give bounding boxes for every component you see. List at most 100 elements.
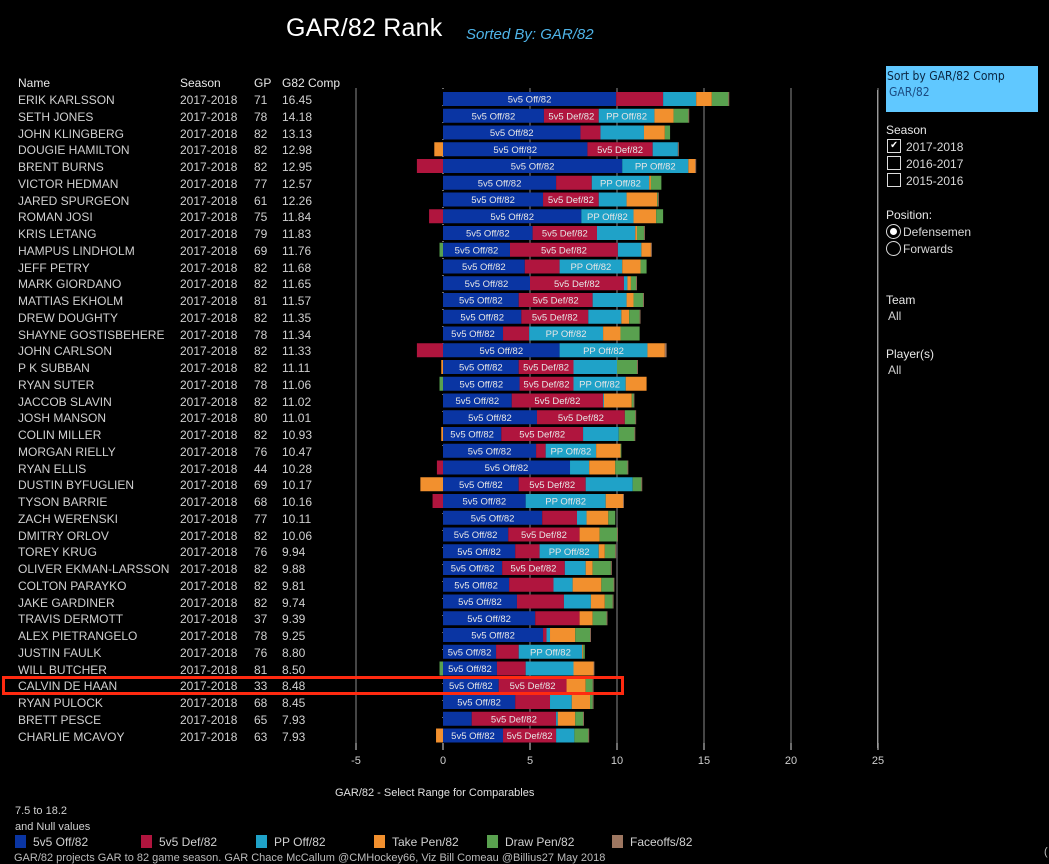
bar-segment[interactable] (588, 728, 590, 743)
bar-segment[interactable] (615, 544, 617, 559)
sort-parameter-control[interactable]: Sort by GAR/82 Comp GAR/82 (886, 66, 1038, 112)
bar-segment[interactable] (634, 427, 636, 441)
legend-item[interactable]: 5v5 Def/82 (141, 835, 217, 849)
bar-segment[interactable] (511, 393, 604, 408)
bar-segment[interactable] (502, 561, 565, 575)
bar-segment[interactable] (443, 175, 557, 190)
bar-segment[interactable] (580, 125, 601, 140)
bar-segment[interactable] (649, 175, 651, 190)
bar-segment[interactable] (439, 376, 443, 391)
bar-segment[interactable] (603, 393, 604, 408)
legend-item[interactable]: 5v5 Off/82 (15, 835, 88, 849)
bar-segment[interactable] (443, 92, 617, 106)
bar-segment[interactable] (622, 159, 689, 173)
bar-segment[interactable] (443, 293, 519, 307)
table-row[interactable]: KRIS LETANG 2017-2018 79 11.83 (0, 226, 345, 243)
bar-segment[interactable] (559, 259, 623, 274)
bar-segment[interactable] (443, 494, 526, 508)
bar-segment[interactable] (608, 510, 616, 525)
bar-segment[interactable] (443, 209, 582, 224)
bar-segment[interactable] (443, 192, 544, 207)
bar-segment[interactable] (573, 360, 618, 374)
table-row[interactable]: SETH JONES 2017-2018 78 14.18 (0, 109, 345, 126)
bar-segment[interactable] (657, 192, 659, 207)
bar-segment[interactable] (624, 410, 636, 425)
bar-segment[interactable] (612, 594, 614, 609)
bar-segment[interactable] (519, 376, 574, 391)
bar-segment[interactable] (496, 661, 526, 676)
table-row[interactable]: COLTON PARAYKO 2017-2018 82 9.81 (0, 578, 345, 595)
bar-segment[interactable] (432, 494, 443, 508)
table-row[interactable]: DOUGIE HAMILTON 2017-2018 82 12.98 (0, 142, 345, 159)
bar-segment[interactable] (443, 594, 517, 609)
bar-segment[interactable] (559, 343, 648, 358)
table-row[interactable]: DREW DOUGHTY 2017-2018 82 11.35 (0, 310, 345, 327)
table-row[interactable]: ERIK KARLSSON 2017-2018 71 16.45 (0, 92, 345, 109)
bar-segment[interactable] (556, 711, 558, 726)
players-filter-value[interactable]: All (888, 363, 902, 377)
bar-segment[interactable] (501, 427, 584, 441)
legend-item[interactable]: PP Off/82 (256, 835, 326, 849)
table-row[interactable]: JACCOB SLAVIN 2017-2018 82 11.02 (0, 394, 345, 411)
bar-segment[interactable] (515, 695, 551, 709)
bar-segment[interactable] (583, 427, 619, 441)
bar-segment[interactable] (673, 108, 689, 123)
bar-segment[interactable] (439, 661, 443, 676)
table-row[interactable]: JOSH MANSON 2017-2018 80 11.01 (0, 410, 345, 427)
bar-segment[interactable] (543, 192, 599, 207)
bar-segment[interactable] (643, 125, 665, 140)
team-filter-value[interactable]: All (888, 309, 902, 323)
table-row[interactable]: BRETT PESCE 2017-2018 65 7.93 (0, 712, 345, 729)
table-row[interactable]: BRENT BURNS 2017-2018 82 12.95 (0, 159, 345, 176)
column-header-season[interactable]: Season (180, 76, 221, 90)
bar-segment[interactable] (550, 628, 576, 642)
bar-segment[interactable] (443, 577, 510, 592)
bar-segment[interactable] (677, 142, 679, 157)
bar-segment[interactable] (592, 293, 627, 307)
table-row[interactable]: JAKE GARDINER 2017-2018 82 9.74 (0, 595, 345, 612)
bar-segment[interactable] (656, 209, 664, 224)
radio-forwards[interactable] (886, 241, 901, 256)
position-option-label[interactable]: Forwards (903, 242, 954, 256)
bar-segment[interactable] (603, 326, 621, 341)
season-option-label[interactable]: 2015-2016 (906, 174, 964, 188)
bar-segment[interactable] (582, 644, 584, 659)
season-checkbox-2016-2017[interactable] (887, 156, 901, 170)
bar-segment[interactable] (593, 661, 595, 676)
table-row[interactable]: MORGAN RIELLY 2017-2018 76 10.47 (0, 444, 345, 461)
bar-segment[interactable] (598, 544, 605, 559)
bar-segment[interactable] (711, 92, 729, 106)
table-row[interactable]: MATTIAS EKHOLM 2017-2018 81 11.57 (0, 293, 345, 310)
bar-segment[interactable] (516, 594, 564, 609)
bar-segment[interactable] (592, 561, 611, 575)
bar-segment[interactable] (610, 561, 612, 575)
bar-segment[interactable] (621, 309, 630, 324)
table-row[interactable]: RYAN ELLIS 2017-2018 44 10.28 (0, 461, 345, 478)
bar-segment[interactable] (443, 326, 504, 341)
sort-value[interactable]: GAR/82 (889, 85, 930, 99)
bar-segment[interactable] (518, 293, 593, 307)
bar-segment[interactable] (579, 527, 600, 542)
bar-segment[interactable] (443, 628, 544, 642)
bar-segment[interactable] (566, 678, 586, 693)
bar-segment[interactable] (443, 410, 537, 425)
bar-segment[interactable] (443, 695, 516, 709)
bar-segment[interactable] (636, 276, 638, 291)
bar-segment[interactable] (503, 728, 557, 743)
season-option-label[interactable]: 2016-2017 (906, 157, 964, 171)
bar-segment[interactable] (508, 527, 580, 542)
bar-segment[interactable] (443, 142, 588, 157)
table-row[interactable]: P K SUBBAN 2017-2018 82 11.11 (0, 360, 345, 377)
bar-segment[interactable] (436, 728, 443, 743)
bar-segment[interactable] (600, 125, 644, 140)
bar-segment[interactable] (579, 611, 593, 626)
bar-segment[interactable] (436, 460, 443, 475)
bar-segment[interactable] (626, 192, 658, 207)
bar-segment[interactable] (601, 577, 614, 592)
bar-segment[interactable] (570, 460, 590, 475)
bar-segment[interactable] (589, 460, 616, 475)
bar-segment[interactable] (604, 594, 613, 609)
bar-segment[interactable] (443, 360, 519, 374)
table-row[interactable]: DUSTIN BYFUGLIEN 2017-2018 69 10.17 (0, 477, 345, 494)
bar-segment[interactable] (443, 611, 536, 626)
